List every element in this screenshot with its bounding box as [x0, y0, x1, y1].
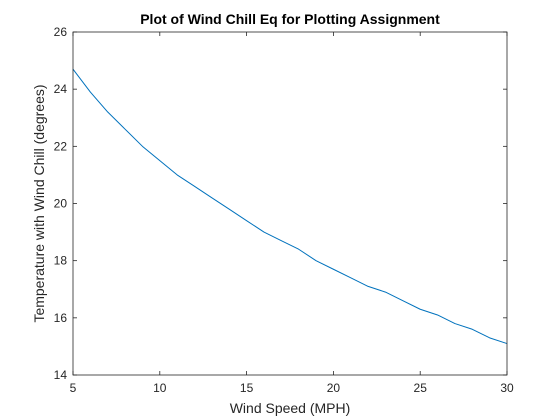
- chart-title: Plot of Wind Chill Eq for Plotting Assig…: [140, 11, 440, 27]
- x-tick-label: 30: [500, 381, 514, 395]
- x-tick-label: 5: [70, 381, 77, 395]
- x-tick-label: 25: [414, 381, 428, 395]
- y-tick-label: 14: [54, 368, 68, 382]
- series-layer: [72, 68, 508, 345]
- y-tick-label: 26: [54, 25, 68, 39]
- y-tick-label: 22: [54, 139, 68, 153]
- x-tick-label: 20: [327, 381, 341, 395]
- y-tick-label: 18: [54, 254, 68, 268]
- y-axis-ticks: 14 16 18 20 22 24 26: [54, 25, 507, 382]
- y-axis-label: Temperature with Wind Chill (degrees): [31, 84, 47, 322]
- plot-area: [73, 32, 507, 375]
- y-tick-label: 16: [54, 311, 68, 325]
- series-line: [72, 68, 508, 345]
- x-axis-ticks: 5 10 15 20 25 30: [70, 32, 514, 395]
- x-axis-label: Wind Speed (MPH): [230, 400, 351, 416]
- x-tick-label: 15: [240, 381, 254, 395]
- y-tick-label: 24: [54, 82, 68, 96]
- y-tick-label: 20: [54, 197, 68, 211]
- x-tick-label: 10: [153, 381, 167, 395]
